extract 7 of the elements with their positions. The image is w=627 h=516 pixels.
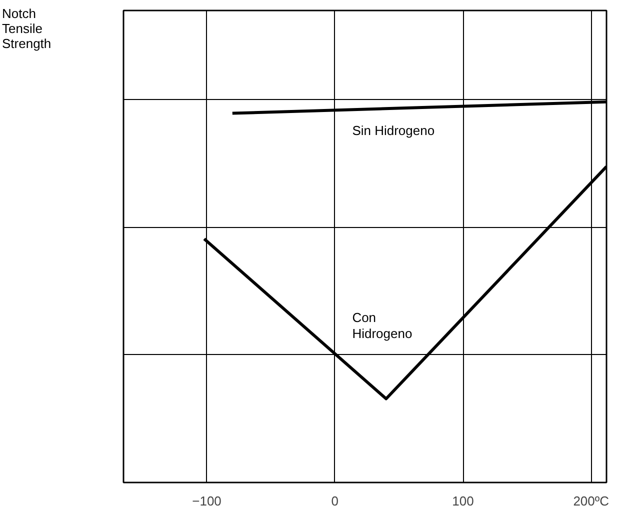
x-tick-label: 0: [331, 494, 339, 508]
x-tick-label: 200ºC: [573, 494, 610, 508]
series-label: Sin Hidrogeno: [352, 123, 435, 138]
x-tick-label: −100: [192, 494, 222, 508]
series-label: Con Hidrogeno: [352, 310, 412, 342]
x-tick-label: 100: [452, 494, 474, 508]
text: Notch Tensile Strength: [2, 6, 52, 51]
